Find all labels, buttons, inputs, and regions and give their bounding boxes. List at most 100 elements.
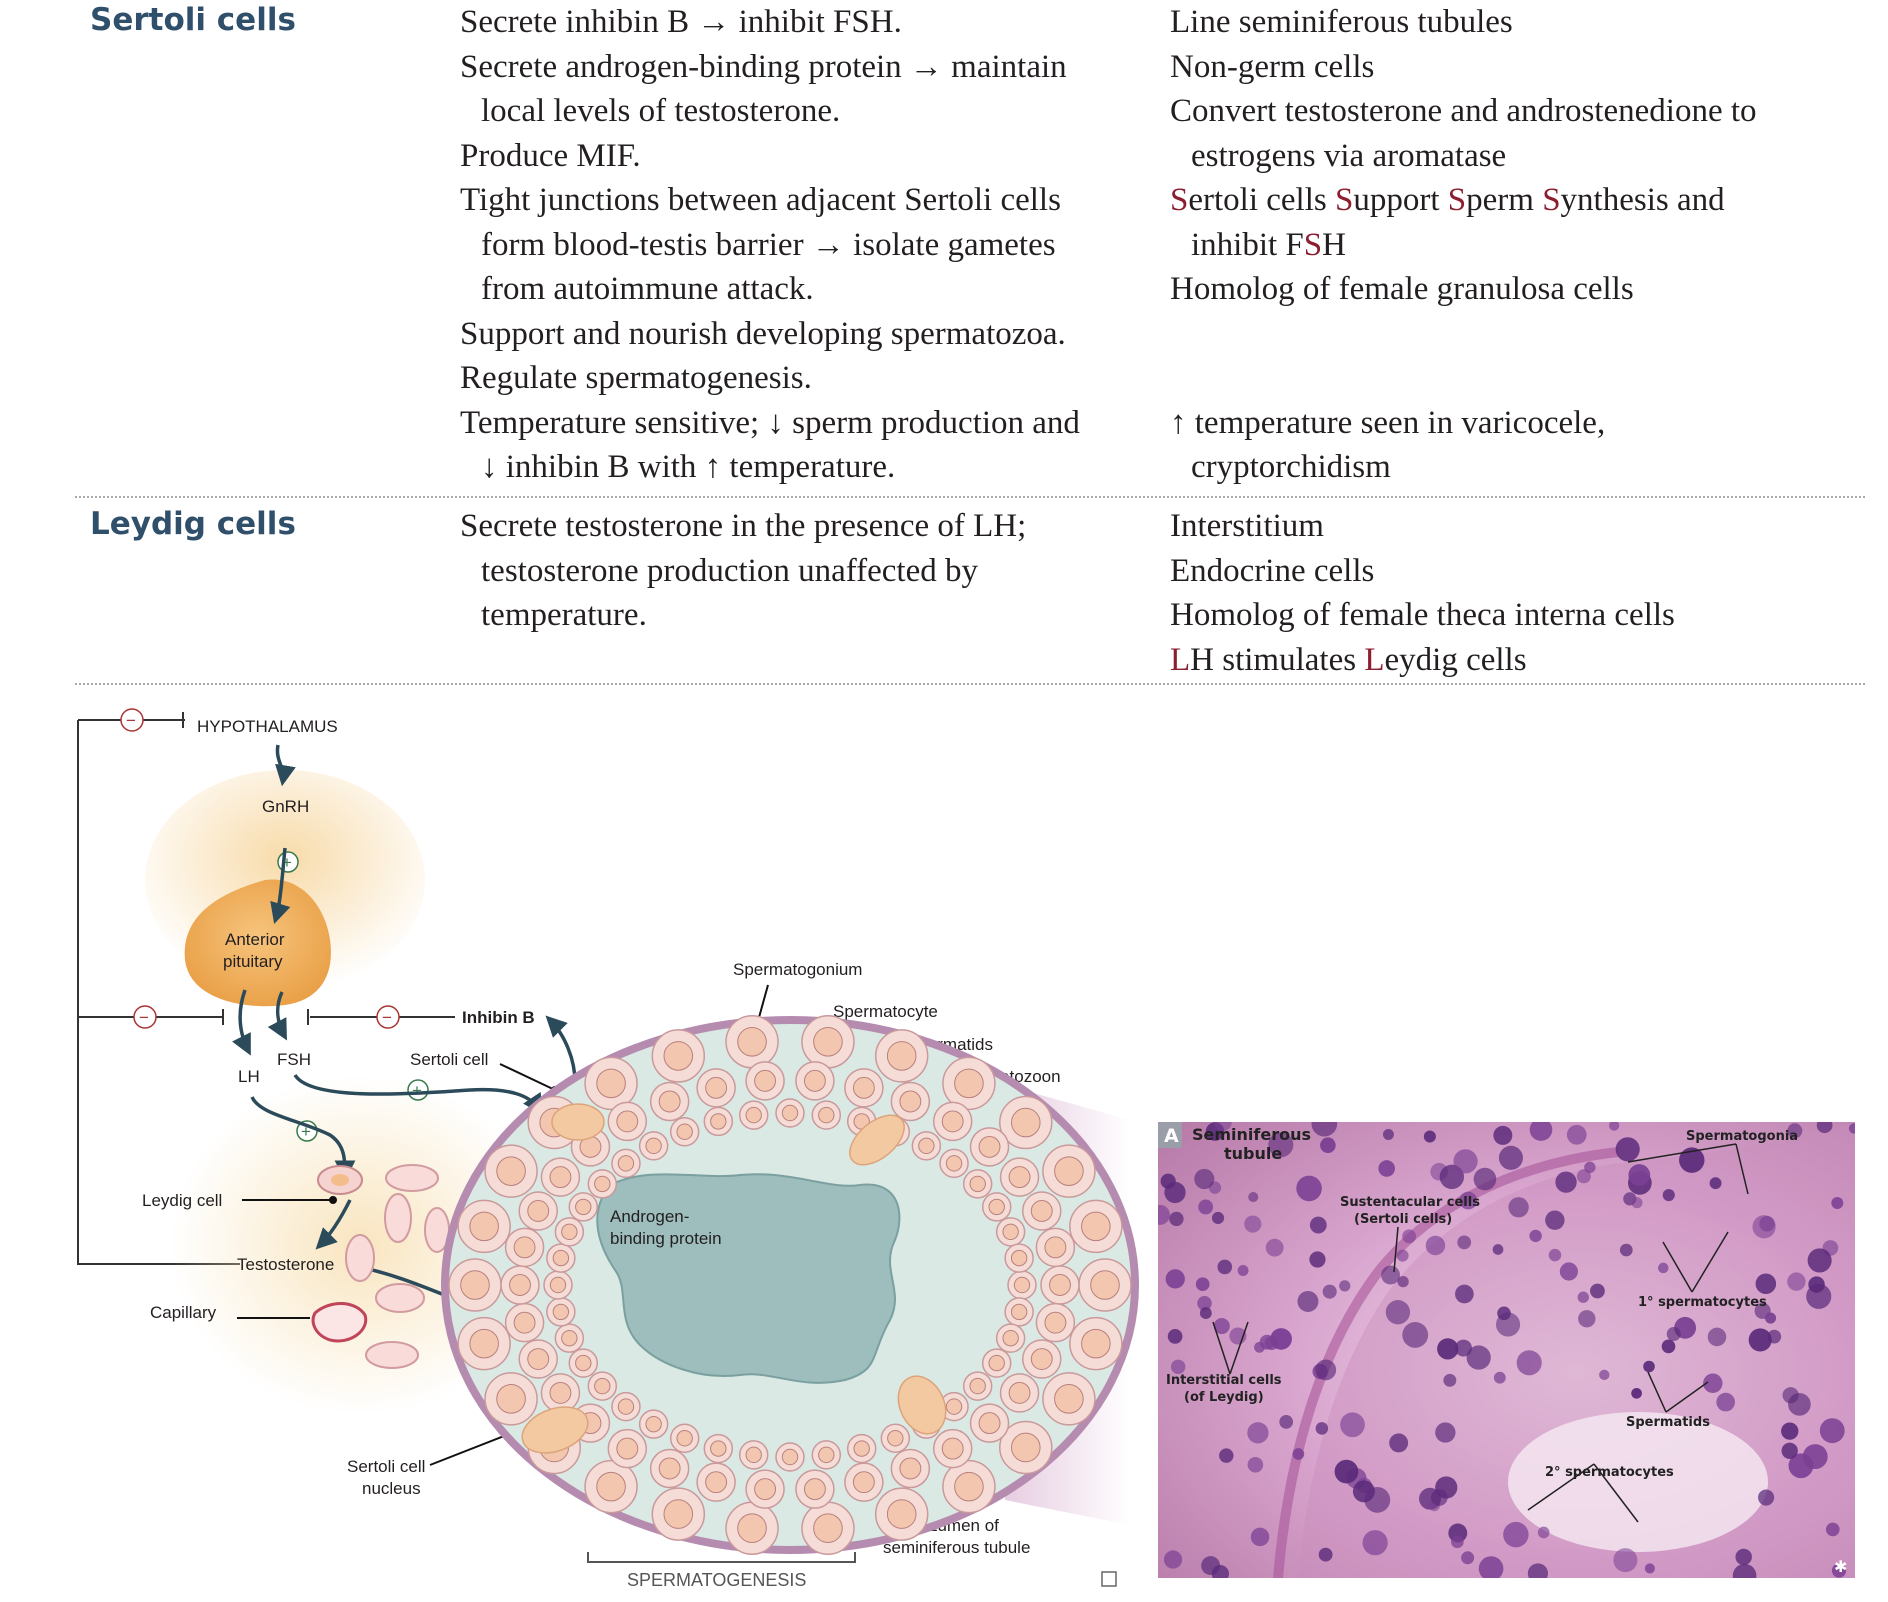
anterior-pituitary (184, 879, 331, 1007)
leydig-heading: Leydig cells (90, 506, 296, 542)
cell-nucleus (1195, 1277, 1210, 1292)
cell-nucleus (1555, 1171, 1577, 1193)
sertoli-nucleus-label: Sertoli cell (347, 1457, 425, 1476)
cell-nucleus (1787, 1123, 1803, 1139)
germ-cell-nucleus (710, 1113, 727, 1130)
cell-nucleus (1318, 1547, 1333, 1562)
germ-cell-nucleus (813, 1513, 843, 1544)
cell-nucleus (1644, 1563, 1655, 1574)
germ-cell-nucleus (1010, 1432, 1041, 1463)
germ-cell-nucleus (658, 1457, 681, 1480)
germ-cell-nucleus (818, 1446, 835, 1464)
germ-cell-nucleus (596, 1068, 626, 1099)
plus-sign: + (277, 851, 299, 873)
cell-nucleus (1459, 1191, 1478, 1210)
cell-nucleus (1423, 1130, 1436, 1143)
germ-cell-nucleus (754, 1069, 777, 1092)
germ-cell-nucleus (945, 1398, 963, 1415)
germ-cell-nucleus (899, 1090, 922, 1113)
cell-nucleus (1315, 1422, 1329, 1435)
cell-nucleus (1473, 1167, 1497, 1191)
germ-cell-nucleus (658, 1090, 681, 1113)
germ-cell-nucleus (552, 1249, 570, 1267)
cell-nucleus (1816, 1122, 1833, 1134)
sertoli-note-line: Non-germ cells (1170, 48, 1375, 85)
cell-nucleus (1170, 1359, 1186, 1375)
cell-nucleus (1213, 1317, 1230, 1335)
cell-nucleus (1461, 1551, 1475, 1565)
abp-label: binding protein (610, 1229, 722, 1248)
lh-arrow (232, 989, 251, 1056)
germ-cell-nucleus (745, 1446, 762, 1464)
cell-nucleus (1389, 1433, 1409, 1453)
star-icon: ✱ (1834, 1557, 1847, 1576)
germ-cell-nucleus (594, 1175, 611, 1193)
cell-nucleus (1362, 1530, 1388, 1556)
cell-nucleus (1425, 1235, 1446, 1256)
mnemonic-letter: S (1170, 182, 1189, 218)
cell-nucleus (1628, 1164, 1651, 1186)
cell-nucleus (1311, 1122, 1338, 1137)
sertoli-homolog: Homolog of female granulosa cells (1170, 271, 1634, 307)
sertoli-nucleus (551, 1103, 605, 1141)
mnemonic-letter: S (1303, 226, 1323, 263)
hypothalamus-label: HYPOTHALAMUS (197, 717, 338, 736)
sertoli-note-line: Line seminiferous tubules (1170, 4, 1513, 40)
germ-cell-nucleus (1054, 1384, 1084, 1414)
cell-nucleus (1309, 1216, 1327, 1234)
sertoli-nucleus (521, 1406, 589, 1454)
cell-nucleus (1679, 1147, 1705, 1173)
cell-nucleus (1248, 1192, 1259, 1203)
germ-cell-nucleus (710, 1440, 727, 1457)
germ-cell-nucleus (737, 1026, 767, 1057)
cell-nucleus (1781, 1422, 1799, 1440)
cell-nucleus (1735, 1548, 1752, 1566)
cell-nucleus (1808, 1276, 1825, 1293)
cell-nucleus (1545, 1210, 1565, 1230)
spermatocyte-label: Spermatocyte (833, 1002, 938, 1021)
germ-cell-nucleus (1044, 1236, 1067, 1259)
plus-text: + (412, 1081, 422, 1100)
cell-nucleus (1831, 1197, 1844, 1210)
sertoli-mnemonic-line-2: inhibit FSH (1170, 223, 1870, 268)
cell-nucleus (1576, 1169, 1591, 1184)
cell-nucleus (1537, 1526, 1550, 1539)
minus-sign: − (133, 1005, 157, 1029)
sertoli-note-line: estrogens via aromatase (1191, 137, 1507, 174)
cell-nucleus (1825, 1522, 1840, 1537)
mnemonic-text: ertoli cells (1188, 182, 1335, 218)
fsh-label: FSH (277, 1050, 311, 1069)
germ-cell-nucleus (1030, 1199, 1053, 1222)
germ-cell-nucleus (645, 1137, 662, 1155)
plus-text: + (282, 853, 292, 872)
cell-nucleus (1322, 1284, 1337, 1299)
germ-cell-nucleus (1090, 1270, 1120, 1300)
germ-cell-nucleus (509, 1274, 531, 1296)
germ-cell-nucleus (1008, 1381, 1031, 1404)
interstitial-label: Interstitial cells (1166, 1373, 1282, 1388)
cell-nucleus (1270, 1328, 1292, 1350)
minus-text: − (382, 1008, 392, 1027)
germ-cell-nucleus (549, 1276, 567, 1294)
inhibin-b-label: Inhibin B (462, 1008, 535, 1027)
micro-pointers (1212, 1143, 1749, 1523)
cell-nucleus (1247, 1457, 1264, 1473)
cell-nucleus (1529, 1229, 1542, 1243)
sertoli-temp-note: ↑ temperature seen in varicocele, (1170, 404, 1606, 441)
germ-cell-nucleus (513, 1236, 536, 1259)
germ-cell-nucleus (549, 1166, 572, 1189)
germ-cell-nucleus (1081, 1328, 1111, 1359)
cell-nucleus (1703, 1373, 1723, 1393)
cell-nucleus (1339, 1280, 1351, 1292)
germ-cell-nucleus (616, 1437, 639, 1460)
cell-nucleus (1402, 1229, 1417, 1244)
rbc (385, 1164, 439, 1192)
gnrh-pituitary-arrow (270, 847, 291, 925)
micrograph: A Seminiferous tubule Spermatogonia Sust… (1158, 1122, 1855, 1578)
cell-nucleus (1451, 1535, 1464, 1549)
cell-nucleus (1378, 1160, 1396, 1177)
germ-cell-nucleus (616, 1110, 639, 1133)
cell-nucleus (1167, 1329, 1183, 1344)
minus-sign: − (376, 1005, 400, 1029)
germ-cell-nucleus (705, 1076, 728, 1099)
